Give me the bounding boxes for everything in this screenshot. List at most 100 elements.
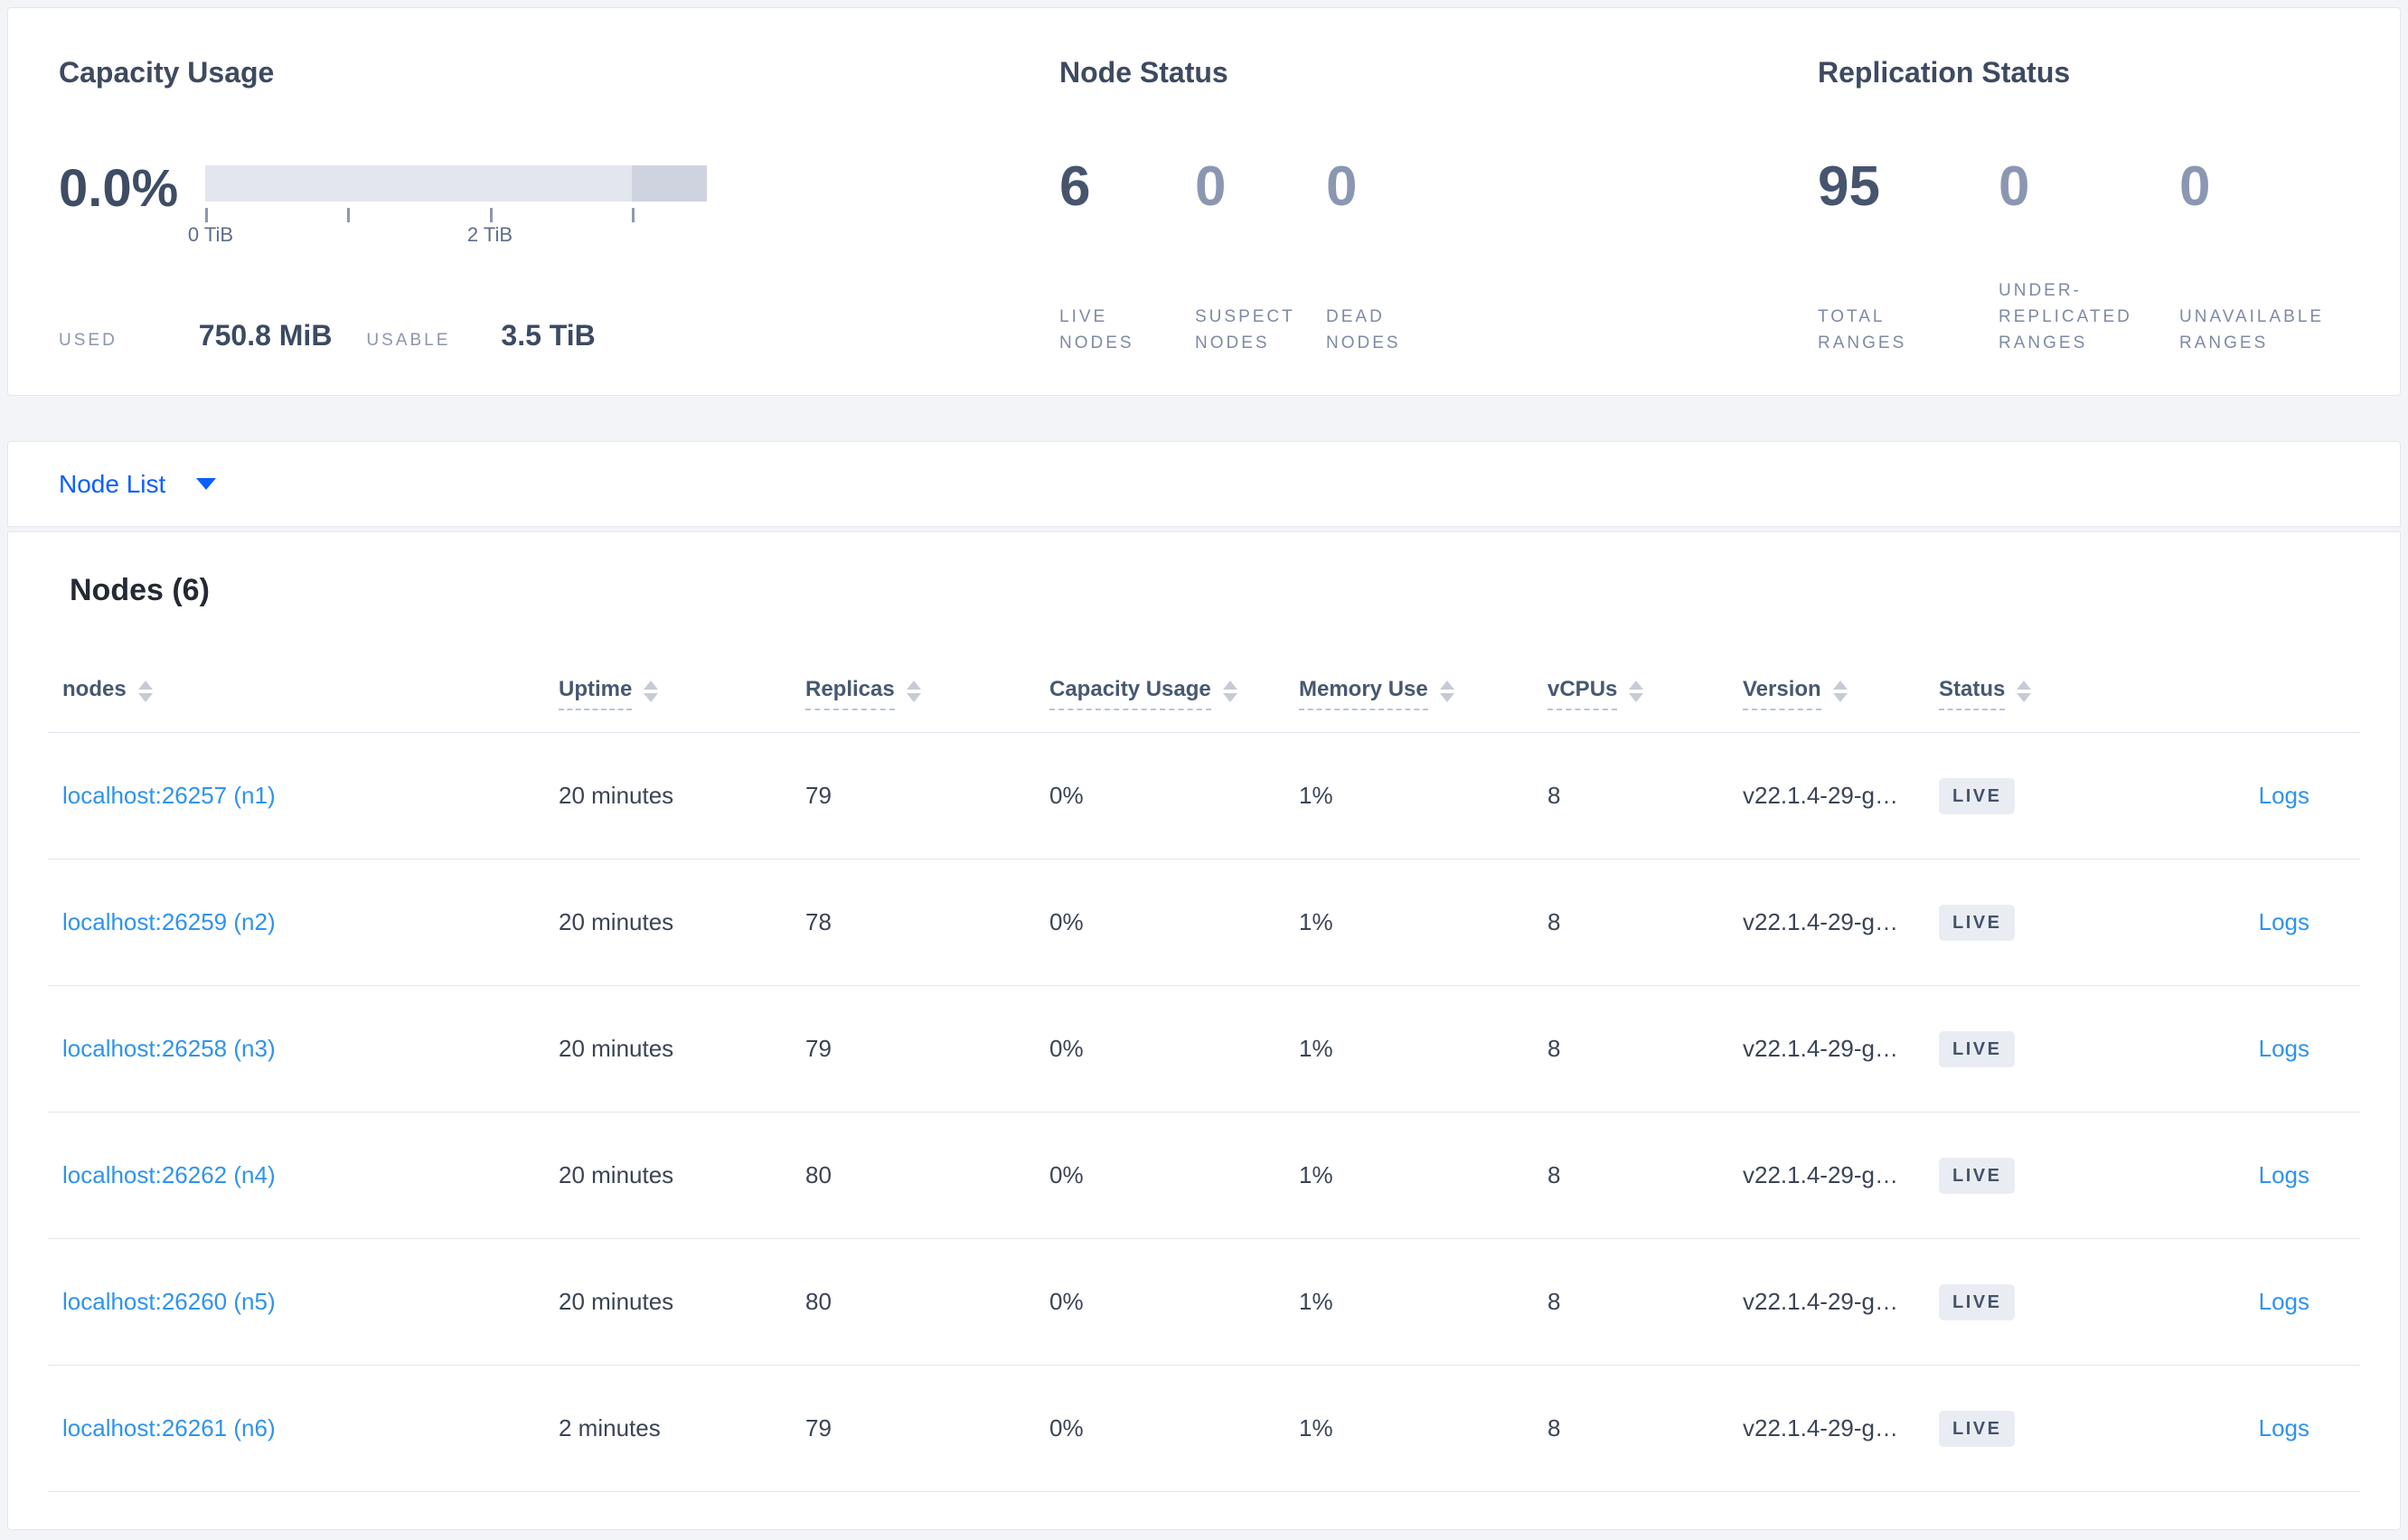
chevron-down-icon [196, 478, 217, 490]
logs-cell: Logs [2138, 1288, 2360, 1316]
table-row: localhost:26258 (n3) 20 minutes 79 0% 1%… [48, 986, 2360, 1113]
sort-icon[interactable] [906, 680, 921, 702]
node-link[interactable]: localhost:26257 (n1) [62, 782, 276, 809]
column-header-memory-use[interactable]: Memory Use [1299, 677, 1547, 710]
capacity-bar: 0 TiB 2 TiB [188, 165, 707, 249]
column-header-nodes[interactable]: nodes [48, 677, 559, 710]
sort-icon[interactable] [1439, 680, 1454, 702]
logs-link[interactable]: Logs [2258, 908, 2309, 935]
status-badge: LIVE [1939, 904, 2016, 941]
capacity-usage-title: Capacity Usage [59, 56, 275, 89]
replication-status-title: Replication Status [1818, 56, 2071, 89]
node-link[interactable]: localhost:26258 (n3) [62, 1035, 276, 1062]
nodes-table-header: nodes Uptime Replicas Capacity Usage Mem… [48, 609, 2360, 733]
under-replicated-ranges-value: 0 [1999, 155, 2030, 218]
column-header-status[interactable]: Status [1939, 677, 2138, 710]
node-cell: localhost:26257 (n1) [48, 782, 559, 810]
replicas-cell: 80 [805, 1288, 832, 1315]
table-row: localhost:26257 (n1) 20 minutes 79 0% 1%… [48, 733, 2360, 859]
version-cell: v22.1.4-29-g… [1743, 1161, 1898, 1188]
uptime-cell: 2 minutes [559, 1414, 661, 1441]
table-row: localhost:26261 (n6) 2 minutes 79 0% 1% … [48, 1366, 2360, 1492]
status-badge: LIVE [1939, 1157, 2016, 1194]
view-selector-label[interactable]: Node List [59, 469, 166, 498]
nodes-table-body: localhost:26257 (n1) 20 minutes 79 0% 1%… [48, 733, 2360, 1492]
tick-label-2: 2 TiB [466, 223, 513, 246]
version-cell: v22.1.4-29-g… [1743, 1288, 1898, 1315]
uptime-cell: 20 minutes [559, 1161, 674, 1188]
status-cell: LIVE [1939, 904, 2138, 941]
node-status-section: Node Status 6 LIVE NODES 0 SUSPECT NODES… [1009, 8, 1767, 395]
capacity-usage-cell: 0% [1049, 1414, 1084, 1441]
tick-label-0: 0 TiB [187, 223, 234, 246]
sort-icon[interactable] [1629, 680, 1644, 702]
sort-icon[interactable] [1832, 680, 1848, 702]
column-header-vcpus[interactable]: vCPUs [1547, 677, 1743, 710]
logs-link[interactable]: Logs [2258, 1288, 2309, 1315]
column-header-replicas[interactable]: Replicas [805, 677, 1049, 710]
version-cell: v22.1.4-29-g… [1743, 1035, 1898, 1062]
usable-label: USABLE [366, 331, 451, 350]
replicas-cell: 79 [805, 1414, 832, 1441]
cluster-summary-card: Capacity Usage 0.0% 0 TiB 2 TiB [7, 7, 2401, 396]
dead-nodes-value: 0 [1326, 155, 1358, 218]
node-link[interactable]: localhost:26262 (n4) [62, 1161, 276, 1188]
logs-link[interactable]: Logs [2258, 1414, 2309, 1441]
logs-cell: Logs [2138, 1035, 2360, 1063]
sort-icon[interactable] [1222, 680, 1237, 702]
nodes-table-card: Nodes (6) nodes Uptime Replicas Capacity… [7, 531, 2401, 1530]
node-link[interactable]: localhost:26261 (n6) [62, 1414, 276, 1441]
logs-cell: Logs [2138, 1414, 2360, 1442]
live-nodes-stat: 6 LIVE NODES [1059, 155, 1195, 356]
capacity-gauge: 0.0% 0 TiB 2 TiB [59, 163, 1009, 249]
total-ranges-value: 95 [1818, 155, 1880, 218]
logs-link[interactable]: Logs [2258, 782, 2309, 809]
logs-cell: Logs [2138, 908, 2360, 936]
unavailable-ranges-stat: 0 UNAVAILABLE RANGES [2179, 159, 2360, 356]
column-header-version[interactable]: Version [1743, 677, 1939, 710]
logs-cell: Logs [2138, 782, 2360, 810]
column-header-uptime[interactable]: Uptime [559, 677, 805, 710]
live-nodes-value: 6 [1059, 155, 1091, 218]
view-selector-dropdown[interactable]: Node List [7, 441, 2401, 527]
memory-use-cell: 1% [1299, 1161, 1333, 1188]
replicas-cell: 79 [805, 782, 832, 809]
version-cell: v22.1.4-29-g… [1743, 782, 1898, 809]
unavailable-ranges-label: UNAVAILABLE RANGES [2179, 307, 2325, 352]
node-cell: localhost:26261 (n6) [48, 1414, 559, 1442]
memory-use-cell: 1% [1299, 782, 1333, 809]
node-link[interactable]: localhost:26260 (n5) [62, 1288, 276, 1315]
logs-link[interactable]: Logs [2258, 1035, 2309, 1062]
replication-stats: 95 TOTAL RANGES 0 UNDER- REPLICATED RANG… [1818, 155, 2400, 356]
capacity-bar-tick-labels: 0 TiB 2 TiB [188, 223, 707, 249]
under-replicated-ranges-label: UNDER- REPLICATED RANGES [1999, 281, 2132, 352]
memory-use-cell: 1% [1299, 1035, 1333, 1062]
suspect-nodes-stat: 0 SUSPECT NODES [1195, 155, 1326, 356]
logs-link[interactable]: Logs [2258, 1161, 2309, 1188]
logs-cell: Logs [2138, 1161, 2360, 1189]
uptime-cell: 20 minutes [559, 782, 674, 809]
capacity-bar-track [205, 165, 707, 202]
capacity-bar-ticks [205, 202, 707, 223]
status-cell: LIVE [1939, 1157, 2138, 1194]
uptime-cell: 20 minutes [559, 1035, 674, 1062]
capacity-usage-cell: 0% [1049, 1035, 1084, 1062]
memory-use-cell: 1% [1299, 908, 1333, 935]
version-cell: v22.1.4-29-g… [1743, 1414, 1898, 1441]
vcpus-cell: 8 [1547, 1161, 1561, 1188]
total-ranges-stat: 95 TOTAL RANGES [1818, 155, 1999, 356]
live-nodes-label: LIVE NODES [1059, 307, 1134, 352]
status-badge: LIVE [1939, 1030, 2016, 1067]
column-header-capacity-usage[interactable]: Capacity Usage [1049, 677, 1299, 710]
sort-icon[interactable] [137, 680, 153, 702]
sort-icon[interactable] [2017, 680, 2032, 702]
node-link[interactable]: localhost:26259 (n2) [62, 908, 276, 935]
status-badge: LIVE [1939, 777, 2016, 814]
used-value: 750.8 MiB [198, 319, 333, 352]
suspect-nodes-value: 0 [1195, 155, 1227, 218]
capacity-usage-section: Capacity Usage 0.0% 0 TiB 2 TiB [8, 8, 1009, 395]
table-row: localhost:26262 (n4) 20 minutes 80 0% 1%… [48, 1113, 2360, 1239]
sort-icon[interactable] [644, 680, 659, 702]
vcpus-cell: 8 [1547, 908, 1561, 935]
capacity-usage-cell: 0% [1049, 782, 1084, 809]
